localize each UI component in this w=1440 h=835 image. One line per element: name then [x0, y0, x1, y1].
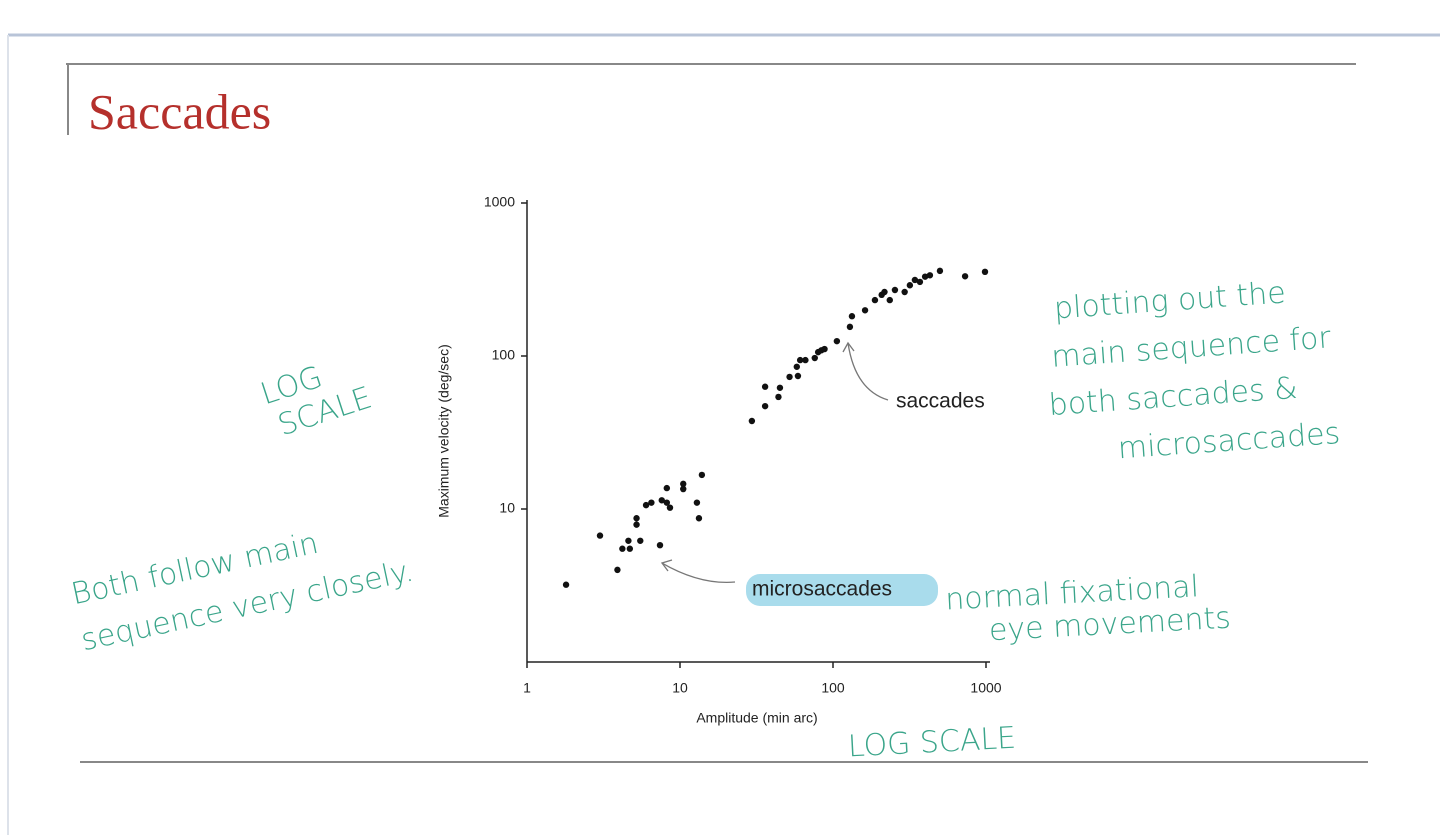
point: [562, 581, 570, 588]
point: [926, 272, 934, 279]
point: [861, 307, 869, 314]
x-tick-label: 10: [672, 680, 688, 696]
point: [693, 499, 701, 506]
point: [633, 515, 640, 522]
series-label: microsaccades: [752, 578, 892, 601]
point: [802, 356, 809, 364]
point: [881, 288, 888, 296]
x-tick-label: 1: [523, 680, 531, 696]
point: [761, 383, 769, 390]
point: [663, 499, 671, 506]
point: [794, 372, 802, 380]
point: [936, 267, 944, 275]
point: [658, 497, 665, 504]
point: [656, 541, 664, 549]
x-axis-label: Amplitude (min arc): [696, 710, 817, 726]
x-tick-label: 100: [821, 680, 845, 696]
point: [901, 288, 908, 296]
point: [666, 504, 674, 511]
arrow-head: [660, 559, 673, 572]
point: [846, 323, 854, 331]
y-tick-label: 10: [499, 500, 515, 516]
slide-title: Saccades: [88, 83, 271, 139]
point: [614, 566, 621, 574]
saccades-arrow: [847, 342, 889, 401]
point: [916, 278, 924, 286]
point: [695, 515, 703, 522]
microsaccades-arrow: [661, 562, 736, 584]
point: [921, 273, 929, 280]
point: [596, 532, 604, 539]
point: [625, 537, 632, 544]
point: [796, 356, 804, 364]
point: [786, 373, 793, 381]
point: [961, 273, 969, 280]
point: [775, 393, 782, 401]
point: [891, 286, 899, 294]
series-label: saccades: [896, 390, 985, 413]
point: [981, 268, 989, 276]
x-tick-label: 1000: [970, 680, 1001, 696]
point: [648, 499, 655, 506]
point: [886, 296, 893, 304]
point: [626, 545, 634, 552]
point: [761, 402, 769, 410]
point: [680, 480, 687, 488]
point: [871, 296, 879, 304]
point: [811, 354, 818, 362]
y-axis-label: Maximum velocity (deg/sec): [436, 344, 452, 518]
point: [793, 363, 801, 370]
arrow-head: [842, 341, 855, 353]
point: [821, 345, 828, 353]
point: [633, 521, 640, 528]
point: [848, 313, 856, 320]
point: [833, 337, 841, 345]
y-tick-label: 100: [492, 347, 516, 363]
point: [776, 384, 784, 391]
highlight: [746, 574, 938, 606]
point: [637, 537, 644, 544]
point: [680, 485, 687, 493]
point: [619, 545, 626, 552]
point: [906, 282, 914, 289]
point: [748, 417, 756, 425]
point: [663, 484, 671, 492]
point: [911, 276, 919, 284]
y-tick-label: 1000: [484, 194, 515, 210]
point: [698, 471, 706, 479]
point: [642, 501, 650, 509]
